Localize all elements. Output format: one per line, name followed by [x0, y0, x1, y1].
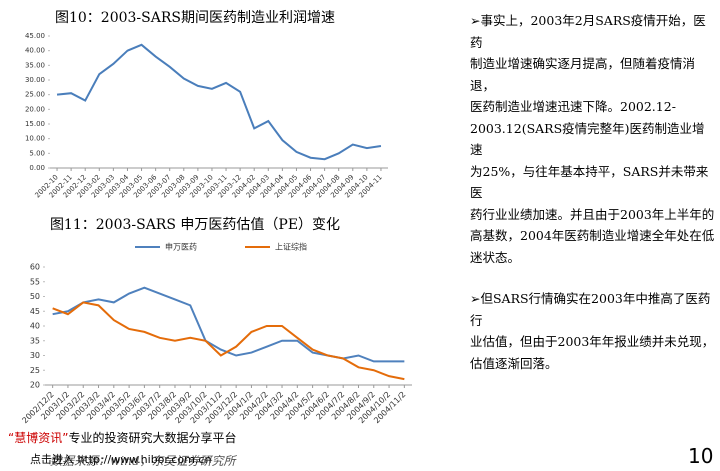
- body-text: ➢事实上，2003年2月SARS疫情开始，医药 制造业增速确实逐月提高，但随着疫情…: [470, 10, 715, 394]
- y-tick-label: 30.00: [25, 76, 45, 84]
- y-tick-label: 20.00: [25, 105, 45, 113]
- y-tick-label: 45: [30, 307, 40, 316]
- y-tick-label: 60: [30, 263, 40, 272]
- brand: “慧博资讯”: [8, 431, 69, 445]
- paragraph: ➢但SARS行情确实在2003年中推高了医药行业估值，但由于2003年年报业绩并…: [470, 288, 715, 374]
- text-line: ➢但SARS行情确实在2003年中推高了医药行: [470, 291, 711, 328]
- y-tick-label: 5.00: [29, 149, 45, 157]
- series-line: [56, 43, 382, 161]
- page-number: 10: [688, 444, 714, 468]
- chart-title: 图10：2003-SARS期间医药制造业利润增速: [55, 10, 335, 26]
- y-tick-label: 35.00: [25, 61, 45, 69]
- text-line: 药行业业绩加速。并且由于2003年上半年的: [470, 206, 715, 222]
- y-tick-label: 40.00: [25, 47, 45, 55]
- chart-title: 图11：2003-SARS 申万医药估值（PE）变化: [50, 217, 340, 233]
- y-tick-label: 45.00: [25, 32, 45, 40]
- y-tick-label: 50: [30, 292, 40, 301]
- series-line: [52, 301, 405, 381]
- y-tick-label: 30: [30, 351, 40, 360]
- y-tick-label: 25.00: [25, 91, 45, 99]
- footer-link[interactable]: 点击进入 http://www.hibor.com.cn: [30, 453, 212, 466]
- y-tick-label: 55: [30, 277, 40, 286]
- source-note: 数据来源：wind，东吴证券研究所: [50, 454, 236, 468]
- paragraph: ➢事实上，2003年2月SARS疫情开始，医药 制造业增速确实逐月提高，但随着疫情…: [470, 10, 715, 268]
- y-tick-label: 10.00: [25, 135, 45, 143]
- text-line: 制造业增速确实逐月提高，但随着疫情消退，: [470, 56, 696, 93]
- text-line: 为25%，与往年基本持平，SARS并未带来医: [470, 163, 709, 201]
- y-tick-label: 15.00: [25, 120, 45, 128]
- y-tick-label: 35: [30, 336, 40, 345]
- legend-label: 上证综指: [275, 242, 307, 252]
- text-line: 迷状态。: [470, 249, 521, 265]
- text-line: 高基数，2004年医药制造业增速全年处在低: [470, 228, 715, 243]
- slogan: 专业的投资研究大数据分享平台: [68, 431, 237, 445]
- y-tick-label: 40: [30, 322, 40, 331]
- series-line: [52, 286, 405, 363]
- y-tick-label: 25: [30, 366, 40, 375]
- text-line: 医药制造业增速迅速下降。2002.12-: [470, 99, 676, 114]
- y-tick-label: 0.00: [29, 164, 45, 172]
- footer-brand: “慧博资讯”专业的投资研究大数据分享平台: [8, 429, 236, 446]
- text-line: 业估值，但由于2003年年报业绩并未兑现，: [470, 334, 715, 349]
- text-line: 估值逐渐回落。: [470, 355, 558, 371]
- text-line: 2003.12(SARS疫情完整年)医药制造业增速: [470, 120, 705, 158]
- y-tick-label: 20: [30, 381, 40, 390]
- text-line: ➢事实上，2003年2月SARS疫情开始，医药: [470, 13, 706, 50]
- legend-label: 申万医药: [165, 242, 197, 252]
